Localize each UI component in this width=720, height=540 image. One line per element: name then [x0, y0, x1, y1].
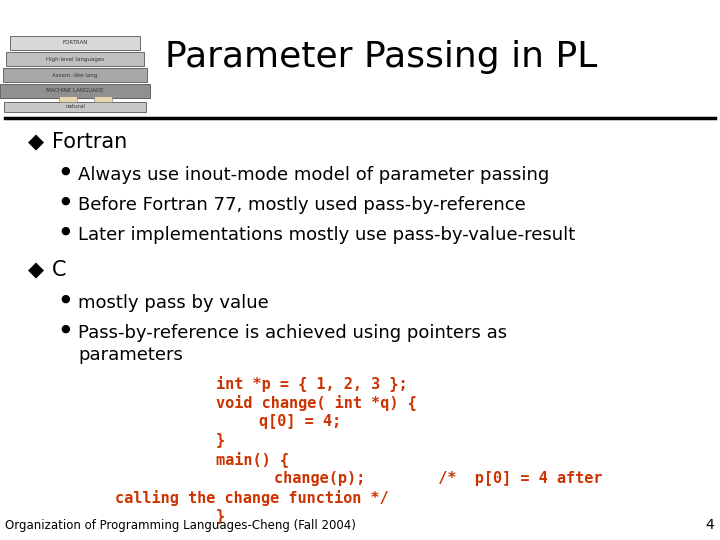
Text: ●: ● [60, 294, 70, 304]
Text: }: } [216, 433, 225, 448]
Text: 4: 4 [706, 518, 714, 532]
Text: q[0] = 4;: q[0] = 4; [259, 414, 341, 429]
Text: Organization of Programming Languages-Cheng (Fall 2004): Organization of Programming Languages-Ch… [5, 519, 356, 532]
Text: Assem.-like lang.: Assem.-like lang. [52, 72, 99, 78]
Text: ◆: ◆ [28, 132, 44, 152]
Text: }: } [216, 509, 225, 524]
Text: parameters: parameters [78, 346, 183, 364]
Text: natural: natural [65, 105, 85, 110]
Bar [3, 68, 147, 82]
Bar [4, 102, 146, 112]
Text: Pass-by-reference is achieved using pointers as: Pass-by-reference is achieved using poin… [78, 324, 507, 342]
Bar [59, 96, 77, 102]
Text: Parameter Passing in PL: Parameter Passing in PL [165, 40, 598, 74]
Bar [10, 36, 140, 50]
Text: MACHINE LANGUAGE: MACHINE LANGUAGE [46, 89, 104, 93]
Text: int *p = { 1, 2, 3 };: int *p = { 1, 2, 3 }; [216, 376, 408, 392]
Bar [94, 96, 112, 102]
Text: Later implementations mostly use pass-by-value-result: Later implementations mostly use pass-by… [78, 226, 575, 244]
Text: Fortran: Fortran [52, 132, 127, 152]
Text: change(p);        /*  p[0] = 4 after: change(p); /* p[0] = 4 after [274, 471, 602, 486]
Text: ●: ● [60, 166, 70, 176]
Text: ●: ● [60, 324, 70, 334]
Text: Before Fortran 77, mostly used pass-by-reference: Before Fortran 77, mostly used pass-by-r… [78, 196, 526, 214]
Text: ●: ● [60, 226, 70, 236]
Text: main() {: main() { [216, 452, 289, 468]
Text: ◆: ◆ [28, 260, 44, 280]
Text: mostly pass by value: mostly pass by value [78, 294, 269, 312]
Text: ●: ● [60, 196, 70, 206]
Text: void change( int *q) {: void change( int *q) { [216, 395, 417, 411]
Bar [6, 52, 144, 66]
Bar [0, 84, 150, 98]
Text: C: C [52, 260, 66, 280]
Text: calling the change function */: calling the change function */ [115, 490, 389, 506]
Text: High-level languages: High-level languages [46, 57, 104, 62]
Text: FORTRAN: FORTRAN [63, 40, 88, 45]
Text: Always use inout-mode model of parameter passing: Always use inout-mode model of parameter… [78, 166, 549, 184]
